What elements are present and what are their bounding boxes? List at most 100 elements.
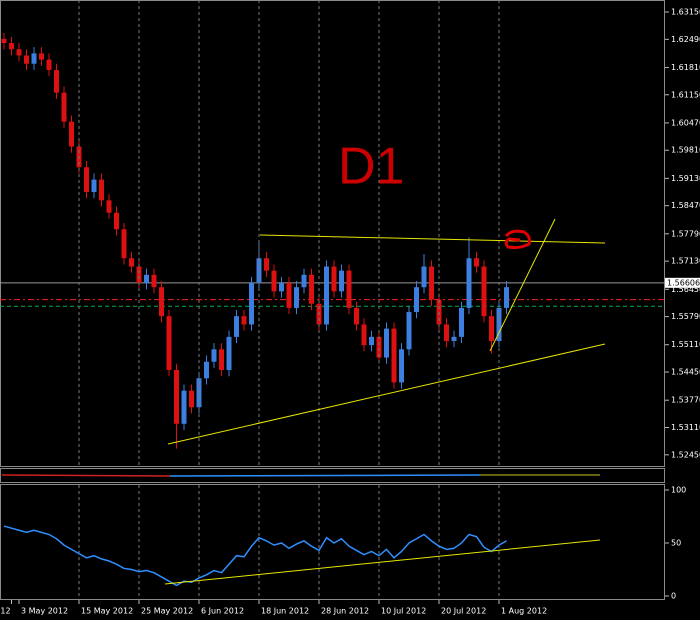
candle-body xyxy=(346,270,352,308)
candle-body xyxy=(301,274,307,288)
y-tick-label: 1.58470 xyxy=(671,201,700,210)
candle-body xyxy=(1,38,7,44)
last-price-label: 1.56606 xyxy=(667,278,700,287)
candle-body xyxy=(249,283,254,325)
x-tick-label: 3 May 2012 xyxy=(21,607,68,616)
hand-drawn-circle xyxy=(504,229,531,250)
y-tick-label: 1.62490 xyxy=(671,35,700,44)
timeframe-annotation: D1 xyxy=(338,138,404,196)
candle-body xyxy=(294,287,299,308)
y-tick-label: 50 xyxy=(671,539,681,548)
y-tick-label: 1.63150 xyxy=(671,8,700,17)
y-tick-label: 1.59130 xyxy=(671,174,700,183)
candle-body xyxy=(339,270,344,292)
trendline xyxy=(259,234,606,244)
candle-body xyxy=(9,43,14,50)
candle-body xyxy=(136,266,142,284)
candle-body xyxy=(234,316,239,337)
candle-body xyxy=(459,307,464,337)
indicator-strip xyxy=(1,474,600,477)
candle-body xyxy=(159,287,164,317)
y-tick-label: 1.55110 xyxy=(671,340,700,349)
indicator-line xyxy=(1,474,171,477)
candle-body xyxy=(129,258,134,267)
indicator-panel xyxy=(0,468,665,483)
x-tick-label: 28 Jun 2012 xyxy=(321,607,369,616)
y-tick-label: 1.55790 xyxy=(671,312,700,321)
candle-body xyxy=(354,307,359,325)
candle-body xyxy=(226,336,232,370)
candle-body xyxy=(99,179,104,201)
candle-body xyxy=(204,361,209,379)
candle-body xyxy=(384,328,389,358)
candle-body xyxy=(376,336,382,358)
candle-body xyxy=(24,55,29,64)
x-tick-label: 6 Jun 2012 xyxy=(201,607,244,616)
candle-body xyxy=(429,266,434,300)
candle-body xyxy=(504,287,509,308)
candle-body xyxy=(279,283,284,292)
candle-body xyxy=(31,53,37,64)
candle-body xyxy=(189,390,194,408)
candle-body xyxy=(474,258,479,267)
candle-body xyxy=(399,349,404,383)
candle-body xyxy=(444,324,449,342)
y-tick-label: 1.56450 xyxy=(671,285,700,294)
candle-body xyxy=(361,324,367,346)
y-tick-label: 100 xyxy=(671,486,686,495)
last-price-box xyxy=(665,277,700,288)
candle-body xyxy=(421,266,427,288)
candle-body xyxy=(69,121,74,147)
y-tick-label: 1.57790 xyxy=(671,229,700,238)
main-panel xyxy=(0,0,665,467)
candle-body xyxy=(39,53,44,60)
candle-body xyxy=(331,266,337,292)
candle-body xyxy=(144,274,149,284)
y-tick-label: 1.54450 xyxy=(671,368,700,377)
candle-body xyxy=(166,316,172,370)
y-tick-label: 1.61150 xyxy=(671,90,700,99)
y-tick-label: 0 xyxy=(671,592,676,601)
candle-body xyxy=(264,258,269,271)
candle-body xyxy=(466,258,472,308)
rsi-panel xyxy=(0,484,665,600)
candle-body xyxy=(84,167,89,193)
candle-body xyxy=(414,287,419,313)
y-tick-label: 1.60470 xyxy=(671,118,700,127)
candle-body xyxy=(54,69,59,93)
rsi-trendline xyxy=(164,539,601,585)
y-tick-label: 1.52450 xyxy=(671,450,700,459)
candle-body xyxy=(309,274,314,304)
x-tick-label: 25 May 2012 xyxy=(141,607,193,616)
y-tick-label: 1.61810 xyxy=(671,63,700,72)
candle-body xyxy=(406,312,412,350)
candle-body xyxy=(61,92,67,122)
x-tick-label: 10 Jul 2012 xyxy=(381,607,426,616)
candle-body xyxy=(369,336,374,346)
candle-body xyxy=(174,369,179,424)
candle-body xyxy=(241,316,247,325)
candle-body xyxy=(151,274,157,288)
candle-body xyxy=(219,349,224,370)
candle-body xyxy=(106,200,112,213)
indicator-line xyxy=(169,474,481,477)
candle-body xyxy=(489,316,494,342)
x-tick-label: 15 May 2012 xyxy=(81,607,133,616)
candle-body xyxy=(91,179,97,193)
candle-body xyxy=(271,270,277,292)
candle-body xyxy=(211,349,217,362)
x-tick-label: 20 Jul 2012 xyxy=(441,607,486,616)
candle-body xyxy=(181,390,187,424)
y-tick-label: 1.53110 xyxy=(671,423,700,432)
candle-body xyxy=(121,229,127,259)
x-tick-label: 2 May 2012 xyxy=(0,607,11,616)
candle-body xyxy=(114,212,119,230)
y-tick-label: 1.57130 xyxy=(671,257,700,266)
x-tick-label: 18 Jun 2012 xyxy=(261,607,309,616)
trendline xyxy=(167,343,606,445)
x-tick-label: 1 Aug 2012 xyxy=(501,607,547,616)
candle-body xyxy=(286,283,292,308)
candle-body xyxy=(451,336,457,342)
